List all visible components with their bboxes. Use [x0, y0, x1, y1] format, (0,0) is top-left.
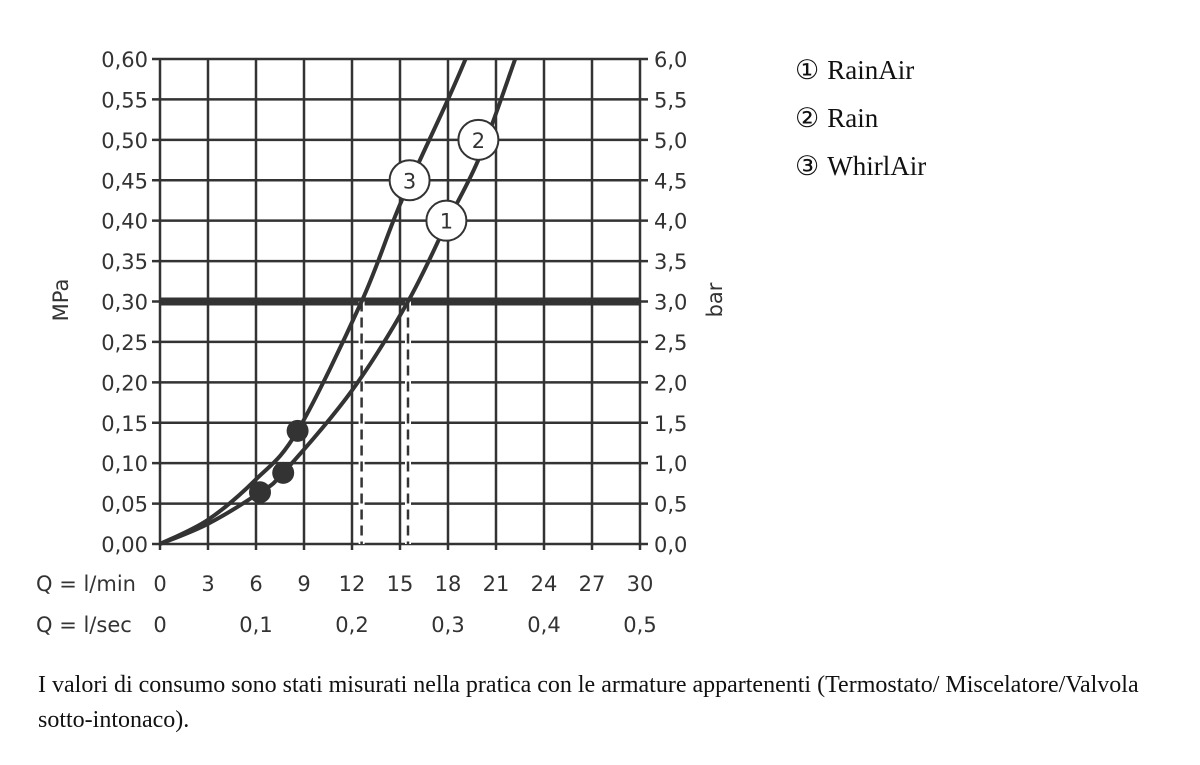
series-line-0	[159, 58, 468, 546]
y-axis-label-left: MPa	[49, 279, 73, 322]
curve-label-1: 1	[440, 210, 453, 234]
y-tick-label-right: 0,5	[654, 493, 687, 517]
y-tick-label-right: 3,5	[654, 250, 687, 274]
x-tick-label-lmin: 21	[483, 572, 510, 596]
x-tick-label-lmin: 18	[435, 572, 462, 596]
curve-label-circle	[388, 159, 431, 202]
curve-label-circle	[457, 118, 500, 161]
y-axis-label-right: bar	[703, 282, 727, 317]
y-tick-label-right: 5,5	[654, 88, 687, 112]
legend-item-3: ③ WhirlAir	[795, 151, 926, 181]
x-tick-label-lsec: 0,2	[335, 613, 368, 637]
y-tick-label-left: 0,30	[101, 291, 148, 315]
x-tick-label-lmin: 6	[249, 572, 262, 596]
caption: I valori di consumo sono stati misurati …	[38, 672, 1139, 733]
y-tick-label-left: 0,10	[101, 452, 148, 476]
x-tick-label-lmin: 3	[201, 572, 214, 596]
y-tick-label-right: 5,0	[654, 129, 687, 153]
y-tick-label-left: 0,15	[101, 412, 148, 436]
y-tick-label-left: 0,05	[101, 493, 148, 517]
x-tick-label-lmin: 12	[339, 572, 366, 596]
y-tick-label-left: 0,55	[101, 88, 148, 112]
x-axis-label-lsec: Q = l/sec	[36, 613, 132, 637]
x-tick-label-lmin: 15	[387, 572, 414, 596]
x-tick-label-lmin: 0	[153, 572, 166, 596]
y-tick-label-right: 2,0	[654, 371, 687, 395]
x-tick-label-lsec: 0,1	[239, 613, 272, 637]
y-tick-label-left: 0,60	[101, 48, 148, 72]
curve-label-circle	[425, 199, 468, 242]
y-tick-label-right: 1,5	[654, 412, 687, 436]
y-tick-label-right: 3,0	[654, 291, 687, 315]
y-tick-label-right: 0,0	[654, 533, 687, 557]
y-tick-label-right: 1,0	[654, 452, 687, 476]
x-tick-label-lsec: 0,5	[623, 613, 656, 637]
y-tick-label-left: 0,40	[101, 210, 148, 234]
y-tick-label-right: 4,5	[654, 169, 687, 193]
y-tick-label-left: 0,20	[101, 371, 148, 395]
curve-label-3: 3	[403, 169, 416, 193]
y-tick-label-right: 4,0	[654, 210, 687, 234]
series-line-1	[159, 58, 518, 546]
x-tick-label-lmin: 30	[627, 572, 654, 596]
x-tick-label-lmin: 27	[579, 572, 606, 596]
x-tick-label-lsec: 0	[153, 613, 166, 637]
y-tick-label-left: 0,00	[101, 533, 148, 557]
y-tick-label-left: 0,50	[101, 129, 148, 153]
legend-item-1: ① RainAir	[795, 55, 914, 85]
x-tick-label-lmin: 24	[531, 572, 558, 596]
x-tick-label-lsec: 0,3	[431, 613, 464, 637]
x-tick-label-lsec: 0,4	[527, 613, 560, 637]
legend: ① RainAir ② Rain ③ WhirlAir	[795, 55, 926, 181]
data-point	[249, 481, 271, 504]
y-tick-label-left: 0,25	[101, 331, 148, 355]
data-point	[286, 419, 309, 442]
legend-item-2: ② Rain	[795, 103, 879, 133]
y-tick-label-left: 0,35	[101, 250, 148, 274]
y-tick-label-right: 2,5	[654, 331, 687, 355]
curve-label-2: 2	[472, 129, 485, 153]
flow-pressure-chart: 0 3 6 9 12 15 18 21 24 27 300 0,1 0,2 0,3 0,4 0,5Q = l/…	[36, 48, 926, 637]
x-axis-label-lmin: Q = l/min	[36, 572, 136, 596]
chart-marks: 31 2	[159, 58, 640, 546]
data-point	[272, 461, 295, 484]
y-tick-label-right: 6,0	[654, 48, 687, 72]
y-tick-label-left: 0,45	[101, 169, 148, 193]
x-tick-label-lmin: 9	[297, 572, 310, 596]
